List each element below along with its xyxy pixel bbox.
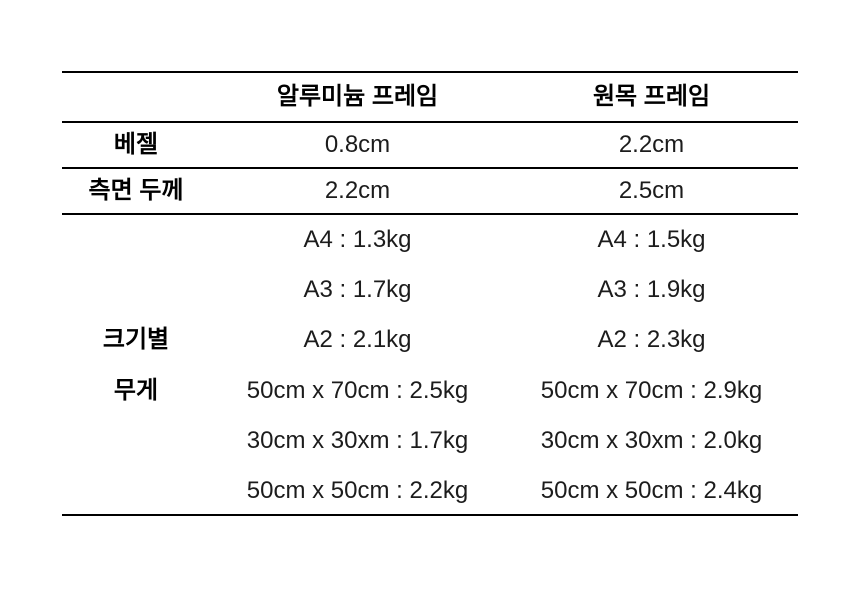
row-label-weight-by-size: 크기별 무게 (62, 215, 210, 516)
weight-wood-30x30: 30cm x 30xm : 2.0kg (540, 426, 763, 454)
weight-aluminum-50x70: 50cm x 70cm : 2.5kg (246, 376, 469, 404)
weight-aluminum-50x50: 50cm x 50cm : 2.2kg (246, 477, 469, 505)
weight-label-line-1: 크기별 (102, 326, 170, 354)
header-wood-frame: 원목 프레임 (592, 83, 711, 110)
header-aluminum-frame: 알루미늄 프레임 (276, 83, 439, 110)
bezel-wood-value: 2.2cm (618, 131, 685, 158)
weight-aluminum-a2: A2 : 2.1kg (303, 326, 412, 354)
weight-wood-a2: A2 : 2.3kg (597, 326, 706, 354)
weight-wood-values: A4 : 1.5kg A3 : 1.9kg A2 : 2.3kg 50cm x … (505, 215, 798, 516)
weight-wood-50x50: 50cm x 50cm : 2.4kg (540, 477, 763, 505)
table-row-bezel: 베젤 0.8cm 2.2cm (62, 121, 798, 167)
table-header-row: 알루미늄 프레임 원목 프레임 (62, 73, 798, 121)
table-row-side-thickness: 측면 두께 2.2cm 2.5cm (62, 167, 798, 213)
bezel-aluminum-value: 0.8cm (324, 131, 391, 158)
weight-wood-50x70: 50cm x 70cm : 2.9kg (540, 376, 763, 404)
row-label-bezel: 베젤 (113, 131, 159, 158)
weight-aluminum-a3: A3 : 1.7kg (303, 276, 412, 304)
weight-aluminum-30x30: 30cm x 30xm : 1.7kg (246, 426, 469, 454)
table-row-weight-by-size: 크기별 무게 A4 : 1.3kg A3 : 1.7kg A2 : 2.1kg … (62, 213, 798, 514)
weight-label-line-2: 무게 (113, 376, 159, 404)
weight-aluminum-a4: A4 : 1.3kg (303, 226, 412, 253)
weight-wood-a3: A3 : 1.9kg (597, 276, 706, 304)
side-thickness-wood-value: 2.5cm (618, 177, 685, 204)
row-label-side-thickness: 측면 두께 (88, 177, 184, 204)
frame-spec-comparison-table: 알루미늄 프레임 원목 프레임 베젤 0.8cm 2.2cm 측면 두께 2.2… (62, 71, 798, 516)
weight-wood-a4: A4 : 1.5kg (597, 226, 706, 253)
side-thickness-aluminum-value: 2.2cm (324, 177, 391, 204)
weight-aluminum-values: A4 : 1.3kg A3 : 1.7kg A2 : 2.1kg 50cm x … (210, 215, 505, 516)
